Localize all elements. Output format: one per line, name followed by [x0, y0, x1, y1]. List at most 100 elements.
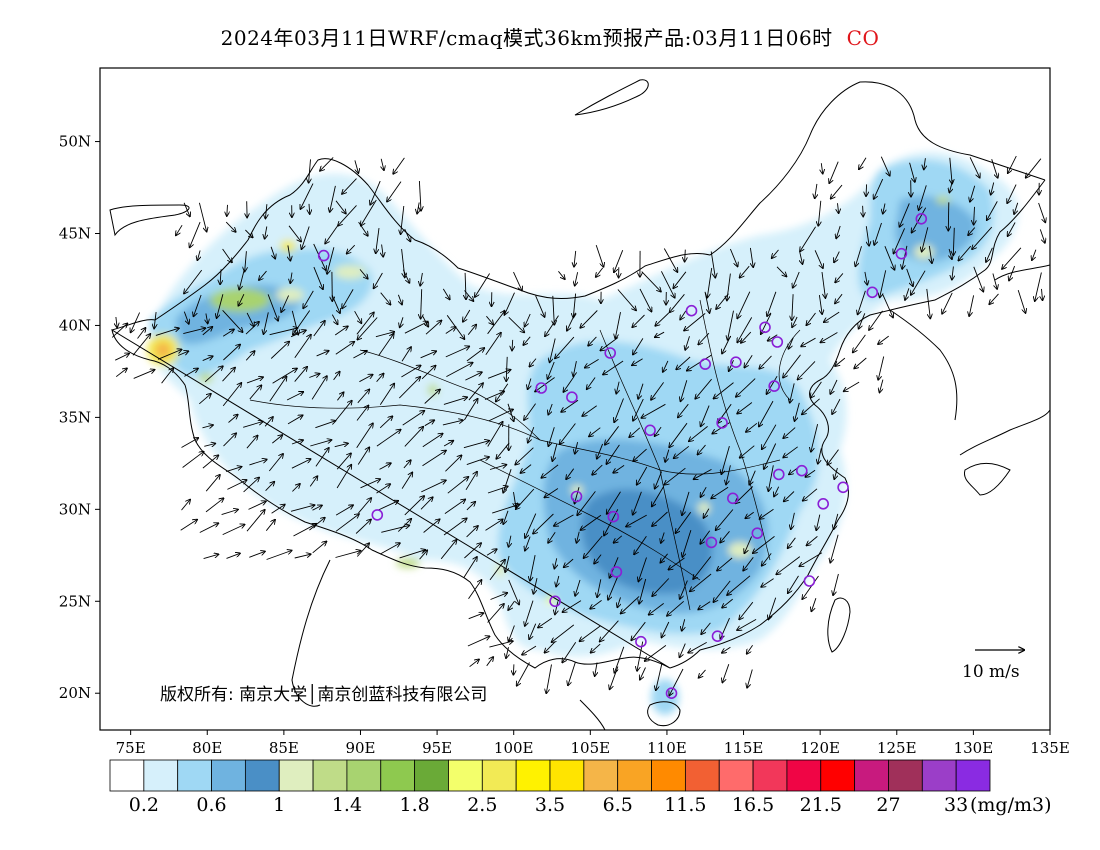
wind-vector [577, 531, 580, 543]
wind-vector [1009, 265, 1016, 280]
wind-vector [198, 202, 206, 232]
wind-vector [133, 370, 155, 379]
wind-vector [309, 374, 319, 378]
wind-vector [880, 156, 889, 176]
wind-vector [378, 501, 398, 511]
wind-vector [131, 312, 141, 333]
wind-vector [878, 356, 885, 380]
wind-vector [546, 664, 552, 694]
wind-vector [818, 200, 821, 226]
colorbar-swatch [244, 759, 280, 792]
wind-vector [515, 447, 534, 465]
wind-vector [880, 270, 887, 297]
wind-vector [698, 332, 710, 344]
x-tick-label: 75E [116, 739, 146, 757]
wind-vector [680, 643, 686, 658]
station-marker [771, 336, 784, 348]
wind-vector [445, 327, 456, 334]
wind-vector [381, 525, 409, 533]
wind-vector [764, 443, 777, 470]
wind-vector [508, 579, 519, 605]
wind-vector [443, 397, 467, 405]
wind-vector [309, 159, 311, 182]
wind-vector [972, 226, 993, 249]
wind-vector [656, 663, 663, 690]
wind-vector [292, 484, 300, 492]
wind-vector [614, 646, 625, 673]
wind-vector [834, 513, 839, 529]
wind-vector [220, 269, 221, 284]
map-frame [99, 67, 1051, 731]
wind-vector [248, 501, 266, 510]
wind-vector [739, 601, 754, 619]
wind-vector [589, 427, 601, 437]
wind-vector [176, 224, 183, 235]
colorbar-label: 11.5 [664, 794, 707, 816]
wind-vector [424, 420, 434, 427]
colorbar-swatch [109, 759, 145, 792]
wind-vector [761, 313, 772, 334]
wind-vector [204, 366, 223, 383]
wind-vector [206, 313, 208, 324]
wind-vector [336, 465, 351, 489]
wind-vector [529, 358, 537, 367]
wind-vector [701, 405, 710, 427]
wind-vector [597, 579, 602, 597]
wind-vector [379, 543, 400, 555]
wind-vector [767, 375, 778, 394]
wind-vector [312, 542, 327, 554]
wind-vector [417, 202, 419, 214]
colorbar-swatch [651, 759, 686, 792]
wind-vector [558, 271, 564, 279]
wind-vector [676, 356, 691, 369]
wind-vector [727, 575, 751, 595]
wind-vector [792, 294, 793, 320]
wind-vector [573, 361, 576, 376]
colorbar-swatch [854, 759, 889, 792]
x-tick-label: 115E [724, 739, 764, 757]
wind-vector [357, 317, 378, 340]
wind-vector [475, 273, 490, 298]
wind-vector [525, 536, 531, 551]
wind-vector [404, 228, 411, 241]
wind-vector [737, 402, 753, 414]
wind-vector [115, 368, 127, 378]
wind-vector [747, 669, 753, 688]
wind-vector [243, 478, 260, 493]
wind-vector [548, 532, 556, 543]
wind-vector [420, 351, 437, 359]
wind-vector [745, 511, 754, 518]
wind-vector [555, 336, 575, 358]
wind-vector [831, 184, 843, 199]
colorbar-label: 0.6 [196, 794, 227, 816]
colorbar-swatch [515, 759, 551, 792]
wind-vector [575, 272, 578, 285]
station-marker [866, 286, 879, 299]
wind-vector [327, 247, 335, 274]
wind-vector [987, 201, 998, 220]
wind-vector [776, 556, 801, 575]
wind-vector [834, 467, 837, 479]
wind-vector [183, 202, 190, 217]
wind-vector [202, 455, 218, 469]
station-marker [535, 382, 548, 394]
wind-vector [545, 641, 556, 653]
wind-vector [267, 294, 278, 320]
wind-vector [161, 368, 174, 384]
wind-vector [645, 645, 667, 661]
wind-vector [335, 551, 361, 558]
wind-vector [1008, 222, 1016, 237]
wind-vector [827, 449, 839, 465]
wind-vector [564, 558, 574, 567]
wind-vector [682, 491, 690, 515]
wind-vector [548, 427, 555, 446]
wind-vector [217, 294, 224, 318]
wind-vector [335, 200, 346, 214]
station-marker [635, 635, 647, 648]
station-marker [837, 481, 849, 494]
colorbar-swatch [414, 759, 449, 792]
wind-vector [729, 248, 737, 266]
x-tick-label: 135E [1030, 739, 1070, 757]
station-marker [705, 536, 718, 549]
